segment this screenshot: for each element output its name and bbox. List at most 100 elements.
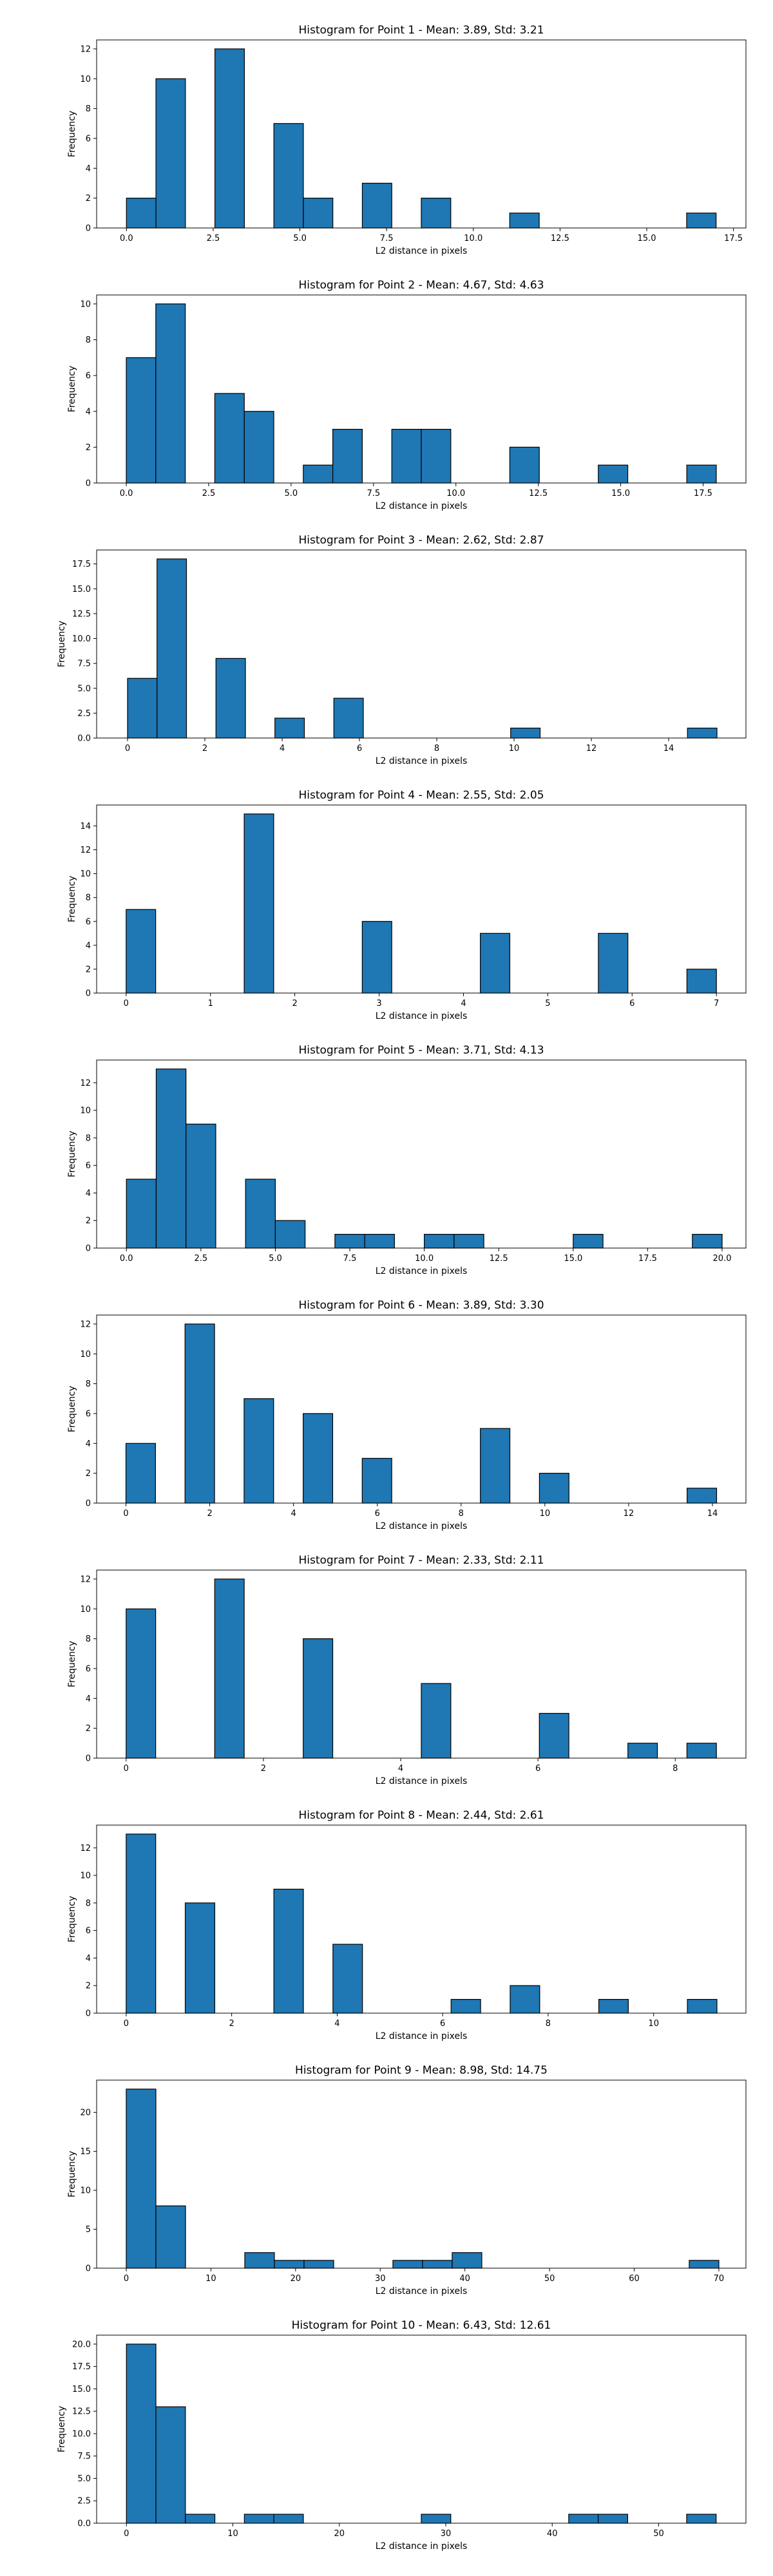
histogram-bar: [214, 1578, 245, 1759]
x-tick-label: 0: [124, 2529, 129, 2539]
x-tick-label: 5.0: [293, 234, 307, 243]
histogram-bar: [333, 697, 364, 739]
histogram-bar: [687, 727, 718, 739]
plot-frame: [96, 1059, 747, 1249]
y-tick-label: 6: [86, 1409, 91, 1419]
x-tick-label: 12: [624, 1509, 635, 1519]
y-tick-label: 10: [80, 2186, 91, 2196]
y-axis-label: Frequency: [67, 111, 77, 157]
histogram-bar: [273, 2514, 304, 2524]
chart-title: Histogram for Point 3 - Mean: 2.62, Std:…: [298, 534, 544, 547]
y-axis-label: Frequency: [67, 1386, 77, 1432]
histogram-bar: [303, 464, 334, 484]
x-tick-label: 50: [653, 2529, 664, 2539]
histogram-bar: [243, 2514, 274, 2524]
plot-frame: [96, 549, 747, 739]
plot-frame: [96, 804, 747, 994]
histogram-bar: [215, 48, 245, 229]
histogram-bar: [627, 1743, 658, 1759]
y-tick-label: 0: [86, 1754, 91, 1764]
y-tick-label: 8: [86, 893, 91, 903]
x-axis-label: L2 distance in pixels: [376, 1521, 468, 1531]
histogram-bar: [687, 1488, 718, 1504]
histogram-bar: [126, 1833, 157, 2014]
x-tick-label: 6: [440, 2019, 445, 2029]
y-tick-label: 0: [86, 2009, 91, 2019]
chart-title: Histogram for Point 8 - Mean: 2.44, Std:…: [298, 1809, 544, 1822]
x-tick-label: 40: [459, 2274, 470, 2284]
histogram-bar: [243, 411, 274, 484]
x-tick-label: 6: [357, 744, 362, 753]
x-tick-label: 20.0: [713, 1254, 732, 1264]
chart-title: Histogram for Point 5 - Mean: 3.71, Std:…: [298, 1044, 544, 1057]
x-tick-label: 50: [544, 2274, 555, 2284]
histogram-bar: [274, 1220, 306, 1249]
y-tick-label: 6: [86, 917, 91, 927]
y-axis-label: Frequency: [67, 1641, 77, 1687]
histogram-bar: [244, 2252, 275, 2269]
plot-frame: [96, 2079, 747, 2269]
histogram-bar: [155, 1068, 187, 1249]
x-tick-label: 8: [546, 2019, 551, 2029]
histogram-bar: [421, 428, 452, 484]
histogram-bar: [361, 182, 392, 229]
histogram-bar: [452, 2252, 482, 2269]
y-tick-label: 6: [86, 372, 91, 381]
x-tick-label: 12.5: [529, 489, 548, 498]
y-tick-label: 0: [86, 989, 91, 999]
x-tick-label: 1: [208, 999, 213, 1009]
x-tick-label: 2.5: [207, 234, 220, 243]
histogram-bar: [303, 198, 334, 229]
y-tick-label: 10.0: [72, 634, 91, 644]
histogram-bar: [598, 2514, 629, 2524]
histogram-bar: [391, 428, 422, 484]
y-axis-label: Frequency: [57, 621, 67, 667]
x-tick-label: 12.5: [551, 234, 569, 243]
histogram-panel-3: Histogram for Point 3 - Mean: 2.62, Std:…: [57, 534, 747, 766]
histogram-bar: [184, 1323, 215, 1504]
histogram-bar: [421, 198, 452, 229]
x-tick-label: 6: [629, 999, 635, 1009]
histogram-bar: [686, 1743, 717, 1759]
y-tick-label: 2.5: [77, 2497, 91, 2506]
y-tick-label: 0: [86, 224, 91, 234]
x-tick-label: 5: [545, 999, 550, 1009]
x-tick-label: 17.5: [694, 489, 712, 498]
x-tick-label: 0: [124, 1764, 129, 1774]
plot-frame: [96, 2334, 747, 2524]
y-tick-label: 4: [86, 164, 91, 174]
y-tick-label: 12: [80, 1079, 91, 1088]
histogram-bar: [126, 1608, 157, 1759]
y-tick-label: 20: [80, 2108, 91, 2118]
x-tick-label: 7.5: [343, 1254, 357, 1264]
y-axis-label: Frequency: [67, 1896, 77, 1942]
histogram-panel-10: Histogram for Point 10 - Mean: 6.43, Std…: [57, 2319, 747, 2552]
chart-title: Histogram for Point 4 - Mean: 2.55, Std:…: [298, 789, 544, 802]
y-tick-label: 8: [86, 1899, 91, 1908]
histogram-panel-8: Histogram for Point 8 - Mean: 2.44, Std:…: [67, 1809, 747, 2041]
y-tick-label: 4: [86, 1694, 91, 1704]
histogram-bar: [215, 658, 246, 739]
x-tick-label: 7: [714, 999, 719, 1009]
x-tick-label: 5.0: [269, 1254, 282, 1264]
x-tick-label: 10: [648, 2019, 659, 2029]
y-tick-label: 0: [86, 2264, 91, 2274]
y-tick-label: 7.5: [77, 659, 91, 669]
histogram-bar: [155, 2406, 186, 2524]
histogram-bar: [686, 969, 717, 994]
histogram-bar: [126, 909, 157, 994]
x-tick-label: 2: [202, 744, 207, 753]
histogram-bar: [686, 213, 717, 229]
histogram-bar: [598, 933, 629, 994]
y-tick-label: 20.0: [72, 2340, 91, 2349]
x-tick-label: 10: [509, 744, 520, 753]
histogram-bar: [274, 2260, 305, 2269]
histogram-bar: [480, 1428, 511, 1504]
y-tick-label: 5.0: [77, 684, 91, 694]
x-tick-label: 2.5: [202, 489, 216, 498]
y-tick-label: 8: [86, 1133, 91, 1143]
histogram-bar: [126, 2088, 157, 2269]
y-tick-label: 8: [86, 104, 91, 114]
histogram-bar: [539, 1712, 569, 1759]
x-tick-label: 6: [535, 1764, 540, 1774]
